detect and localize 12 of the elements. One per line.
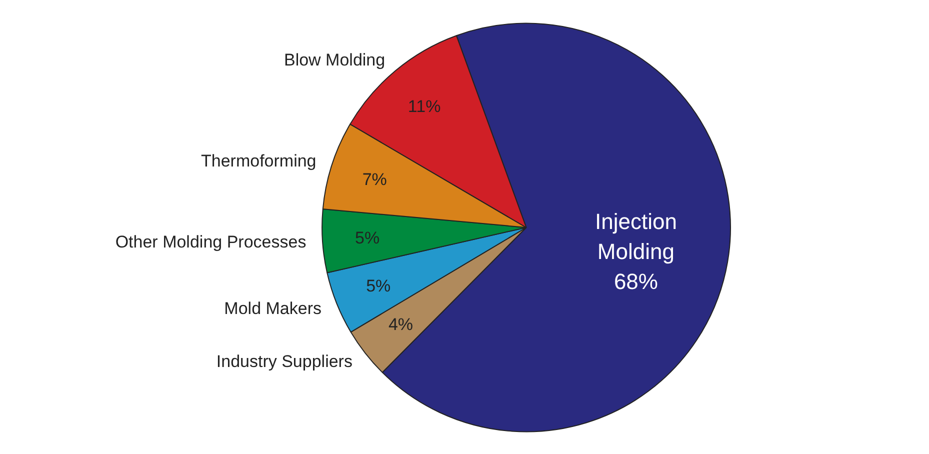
slice-label: Mold Makers <box>224 298 322 318</box>
data-label: 7% <box>362 170 387 189</box>
data-label: 11% <box>408 97 441 116</box>
slice-label: Blow Molding <box>284 50 386 70</box>
data-label: 5% <box>366 276 391 296</box>
data-label: 68% <box>614 268 658 294</box>
slice-label: Other Molding Processes <box>115 232 306 252</box>
slice-label: Injection Molding <box>595 208 677 264</box>
slice-label: Industry Suppliers <box>216 352 352 372</box>
data-label: 4% <box>388 314 414 334</box>
data-label: 5% <box>355 228 380 248</box>
slice-label: Thermoforming <box>201 151 316 170</box>
